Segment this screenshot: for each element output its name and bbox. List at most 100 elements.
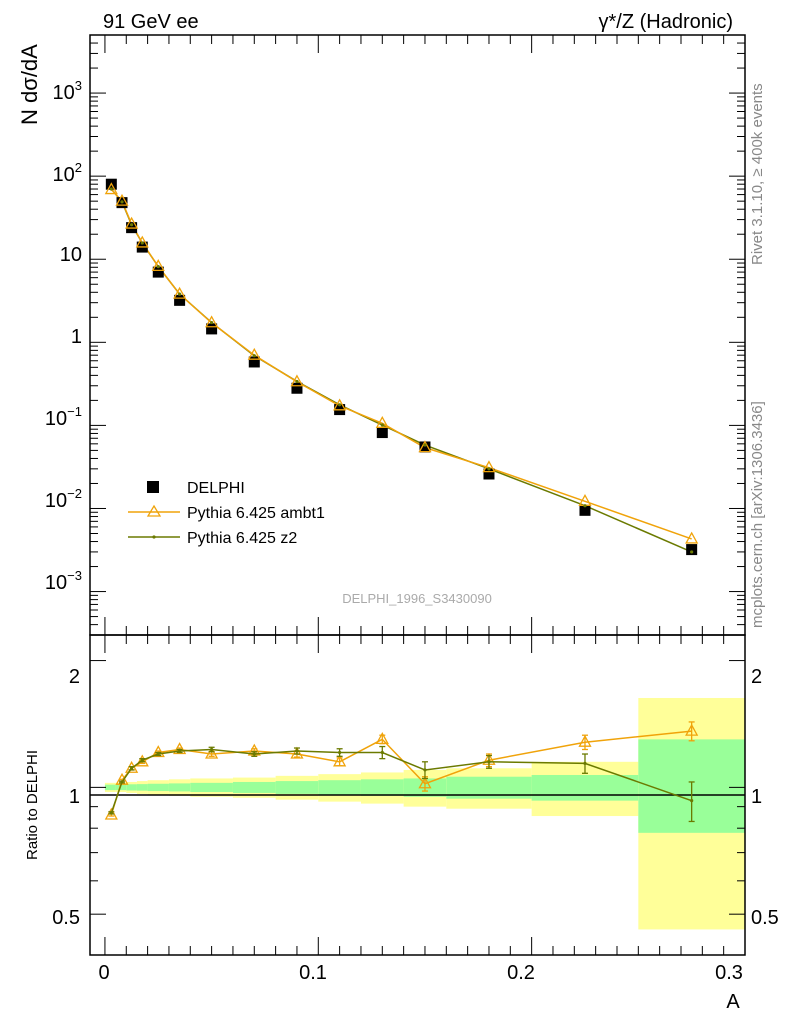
mcplots-label: mcplots.cern.ch [arXiv:1306.3436]: [749, 401, 766, 628]
ratio-plot-frame: [89, 634, 746, 956]
main-point-z2: [583, 504, 587, 508]
main-line-z2: [110, 188, 692, 553]
main-point-z2: [120, 200, 124, 204]
main-point-z2: [140, 241, 144, 245]
main-point-delphi: [686, 544, 698, 556]
rivet-version-label: Rivet 3.1.10, ≥ 400k events: [749, 83, 766, 265]
ratio-point-z2: [423, 768, 427, 772]
ratio-point-z2: [295, 749, 299, 753]
main-point-ambt1: [418, 440, 432, 453]
ratio-point-ambt1: [685, 723, 699, 736]
legend: DELPHI Pythia 6.425 ambt1 Pythia 6.425 z…: [128, 480, 325, 547]
band-inner-4: [147, 783, 169, 792]
main-point-ambt1: [333, 398, 347, 411]
main-point-ambt1: [125, 216, 139, 229]
band-inner-7: [232, 781, 276, 793]
main-point-delphi: [248, 356, 260, 368]
band-inner-5: [168, 783, 191, 792]
main-point-z2: [130, 223, 134, 227]
band-inner-6: [190, 782, 233, 793]
ratio-point-z2: [210, 747, 214, 752]
x-tick-label-0.1: 0.1: [299, 962, 327, 984]
main-point-ambt1: [104, 182, 118, 195]
y-tick-label-1e-3: 10−3: [45, 568, 82, 594]
main-point-z2: [423, 443, 427, 447]
legend-marker-ambt1: [146, 504, 162, 517]
main-point-z2: [338, 403, 342, 407]
y-tick-label-1e-1: 10−1: [45, 404, 82, 430]
ratio-point-z2: [252, 752, 256, 756]
ratio-point-z2: [487, 760, 491, 764]
x-tick-label-0.2: 0.2: [507, 962, 535, 984]
ratio-uncertainty-bands: [104, 697, 745, 930]
ratio-point-z2: [178, 749, 182, 753]
ratio-point-z2: [109, 811, 113, 815]
band-inner-3: [136, 784, 148, 791]
main-point-ambt1: [375, 415, 389, 428]
main-point-delphi: [579, 504, 591, 516]
legend-marker-z2: [152, 535, 156, 539]
band-inner-13: [531, 774, 639, 801]
main-point-ambt1: [205, 315, 219, 328]
main-point-delphi: [174, 294, 186, 306]
ratio-point-ambt1: [151, 745, 165, 758]
ratio-tick-2-right: 2: [751, 666, 762, 688]
main-point-delphi: [483, 468, 495, 480]
main-point-ambt1: [482, 460, 496, 473]
band-inner-0: [104, 784, 116, 791]
header-left: 91 GeV ee: [103, 11, 199, 33]
main-point-delphi: [376, 427, 388, 439]
main-point-z2: [295, 379, 299, 384]
ratio-point-ambt1: [205, 746, 219, 759]
band-inner-9: [318, 780, 361, 795]
analysis-watermark: DELPHI_1996_S3430090: [342, 591, 492, 606]
ratio-point-ambt1: [375, 732, 389, 745]
ratio-ylabel: Ratio to DELPHI: [24, 750, 41, 860]
ratio-point-ambt1: [173, 742, 187, 755]
ratio-point-ambt1: [578, 734, 592, 747]
main-point-z2: [252, 354, 256, 358]
main-point-z2: [156, 265, 160, 269]
band-inner-10: [360, 779, 404, 796]
band-inner-12: [446, 776, 532, 799]
main-point-z2: [109, 187, 113, 191]
main-point-ambt1: [151, 259, 165, 272]
ratio-tick-05-right: 0.5: [751, 907, 779, 929]
y-tick-label-1e3: 103: [53, 78, 82, 104]
legend-label-delphi: DELPHI: [187, 480, 245, 497]
main-point-delphi: [419, 441, 431, 453]
ratio-point-z2: [140, 758, 144, 762]
main-point-ambt1: [247, 347, 261, 360]
y-tick-label-1e-2: 10−2: [45, 486, 82, 512]
main-point-delphi: [152, 266, 164, 278]
ratio-point-z2: [120, 780, 124, 784]
main-ylabel: N dσ/dA: [17, 44, 42, 125]
ratio-y-tick-labels: 2 1 0.5 2 1 0.5: [52, 666, 779, 929]
main-point-z2: [380, 423, 384, 427]
main-point-ambt1: [115, 193, 129, 206]
ratio-point-z2: [338, 750, 342, 755]
x-tick-labels: 0 0.1 0.2 0.3: [98, 962, 742, 984]
ratio-tick-1-left: 1: [69, 786, 80, 808]
ratio-tick-1-right: 1: [751, 786, 762, 808]
main-point-delphi: [206, 323, 218, 335]
band-inner-1: [115, 784, 127, 791]
ratio-tick-2-left: 2: [69, 666, 80, 688]
ratio-series-group: [104, 721, 699, 823]
ratio-point-z2: [156, 752, 160, 756]
ratio-point-ambt1: [333, 754, 347, 767]
main-point-z2: [487, 467, 491, 471]
ratio-point-z2: [380, 750, 384, 755]
main-series-group: [104, 178, 699, 556]
main-point-ambt1: [135, 235, 149, 248]
ratio-point-ambt1: [290, 746, 304, 759]
ratio-point-z2: [690, 799, 694, 803]
main-point-ambt1: [173, 286, 187, 299]
ratio-point-z2: [130, 766, 134, 770]
band-inner-8: [275, 781, 319, 794]
legend-marker-delphi: [147, 481, 159, 493]
band-inner-2: [126, 784, 137, 791]
x-axis-label: A: [726, 991, 740, 1013]
axis-ticks: [90, 34, 746, 956]
